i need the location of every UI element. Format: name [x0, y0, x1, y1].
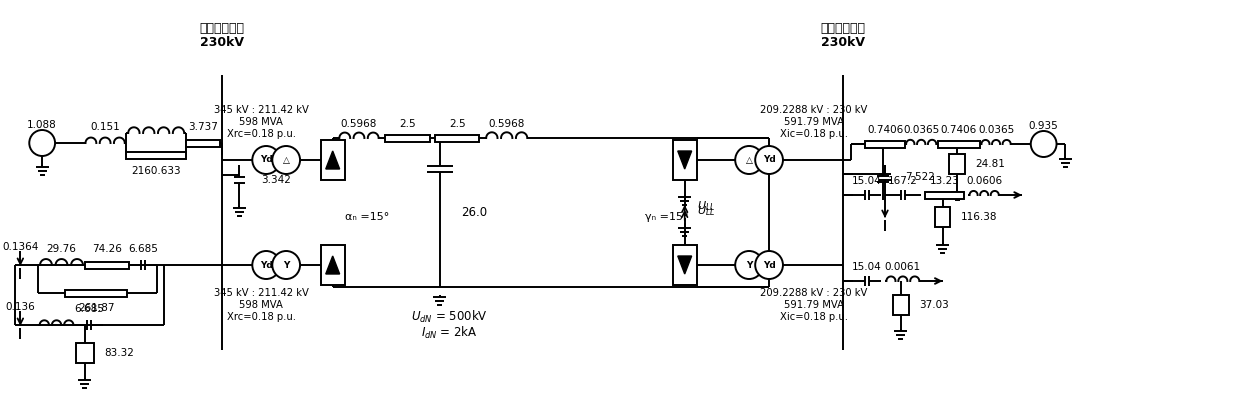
Text: 591.79 MVA: 591.79 MVA [783, 300, 844, 310]
Text: 24.81: 24.81 [975, 159, 1005, 169]
Text: 0.5968: 0.5968 [341, 119, 377, 129]
Text: 0.0365: 0.0365 [903, 125, 939, 135]
Text: 3.342: 3.342 [261, 175, 291, 185]
Text: 345 kV : 211.42 kV: 345 kV : 211.42 kV [214, 288, 309, 298]
Text: 送端交流母线: 送端交流母线 [199, 22, 244, 35]
Text: 598 MVA: 598 MVA [239, 300, 284, 310]
Text: 83.32: 83.32 [104, 348, 135, 358]
Circle shape [253, 146, 280, 174]
Text: Yd: Yd [763, 260, 776, 270]
Text: 15.04: 15.04 [852, 262, 882, 272]
Text: Y: Y [746, 260, 752, 270]
Text: 0.136: 0.136 [5, 302, 35, 312]
Text: Xrc=0.18 p.u.: Xrc=0.18 p.u. [227, 129, 296, 139]
Text: 209.2288 kV : 230 kV: 209.2288 kV : 230 kV [760, 105, 867, 115]
Circle shape [756, 146, 783, 174]
Text: 345 kV : 211.42 kV: 345 kV : 211.42 kV [214, 105, 309, 115]
Text: 29.76: 29.76 [47, 244, 77, 254]
Bar [64, 290, 128, 297]
Text: 598 MVA: 598 MVA [239, 117, 284, 127]
Polygon shape [326, 256, 339, 274]
Text: 230kV: 230kV [821, 35, 865, 49]
Bar [126, 151, 186, 158]
Text: 15.04: 15.04 [852, 176, 882, 186]
Text: 0.1364: 0.1364 [2, 242, 38, 252]
Circle shape [253, 251, 280, 279]
Text: $U_{dN}$ = 500kV: $U_{dN}$ = 500kV [411, 309, 488, 325]
Bar [321, 140, 344, 180]
Text: 3.737: 3.737 [188, 122, 218, 132]
Text: 6.685: 6.685 [74, 304, 104, 314]
Text: 0.151: 0.151 [90, 122, 120, 132]
Bar [186, 139, 219, 146]
Bar [934, 207, 950, 227]
Text: 2.5: 2.5 [449, 119, 466, 129]
Text: 6.685: 6.685 [129, 244, 159, 254]
Text: 230kV: 230kV [199, 35, 244, 49]
Bar [435, 134, 479, 141]
Bar [865, 141, 904, 148]
Text: 0.7406: 0.7406 [867, 125, 903, 135]
Bar [84, 262, 129, 268]
Circle shape [1031, 131, 1057, 157]
Text: 1.088: 1.088 [27, 120, 57, 130]
Polygon shape [678, 151, 691, 169]
Text: Yd: Yd [763, 156, 776, 164]
Text: Yd: Yd [260, 260, 273, 270]
Text: Xrc=0.18 p.u.: Xrc=0.18 p.u. [227, 312, 296, 322]
Bar [938, 141, 980, 148]
Text: △: △ [282, 156, 290, 164]
Text: 26.0: 26.0 [462, 206, 488, 219]
Text: $I_{dN}$ = 2kA: $I_{dN}$ = 2kA [421, 325, 478, 341]
Text: 37.03: 37.03 [919, 300, 949, 310]
Bar [924, 191, 964, 198]
Circle shape [735, 251, 763, 279]
Text: 0.5968: 0.5968 [488, 119, 525, 129]
Circle shape [273, 251, 300, 279]
Circle shape [30, 130, 55, 156]
Text: γₙ =15°: γₙ =15° [646, 213, 689, 223]
Bar [76, 343, 94, 363]
Text: 0.0365: 0.0365 [978, 125, 1015, 135]
Text: Xic=0.18 p.u.: Xic=0.18 p.u. [779, 129, 847, 139]
Bar [673, 245, 696, 285]
Text: 209.2288 kV : 230 kV: 209.2288 kV : 230 kV [760, 288, 867, 298]
Text: 591.79 MVA: 591.79 MVA [783, 117, 844, 127]
Text: △: △ [746, 156, 752, 164]
Text: Xic=0.18 p.u.: Xic=0.18 p.u. [779, 312, 847, 322]
Text: 2160.633: 2160.633 [131, 166, 181, 176]
Text: Y: Y [282, 260, 290, 270]
Text: 7.522: 7.522 [904, 171, 934, 181]
Text: 0.0606: 0.0606 [966, 176, 1002, 186]
Text: 167.2: 167.2 [888, 176, 918, 186]
Polygon shape [326, 151, 339, 169]
Text: 116.38: 116.38 [960, 212, 997, 222]
Text: 0.0061: 0.0061 [885, 262, 921, 272]
Text: 2.5: 2.5 [399, 119, 416, 129]
Circle shape [756, 251, 783, 279]
Text: 13.23: 13.23 [929, 176, 959, 186]
Bar [321, 245, 344, 285]
Text: 261.87: 261.87 [78, 303, 115, 313]
Text: αₙ =15°: αₙ =15° [344, 213, 389, 223]
Text: 受端交流母线: 受端交流母线 [821, 22, 866, 35]
Bar [385, 134, 430, 141]
Bar [893, 295, 908, 315]
Text: $U_{LL}$: $U_{LL}$ [696, 199, 715, 213]
Text: $U_{LL}$: $U_{LL}$ [696, 204, 715, 218]
Text: 0.935: 0.935 [1028, 121, 1058, 131]
Circle shape [273, 146, 300, 174]
Text: 0.7406: 0.7406 [940, 125, 978, 135]
Bar [949, 154, 965, 174]
Circle shape [735, 146, 763, 174]
Bar [673, 140, 696, 180]
Text: Yd: Yd [260, 156, 273, 164]
Text: 74.26: 74.26 [92, 244, 123, 254]
Polygon shape [678, 256, 691, 274]
